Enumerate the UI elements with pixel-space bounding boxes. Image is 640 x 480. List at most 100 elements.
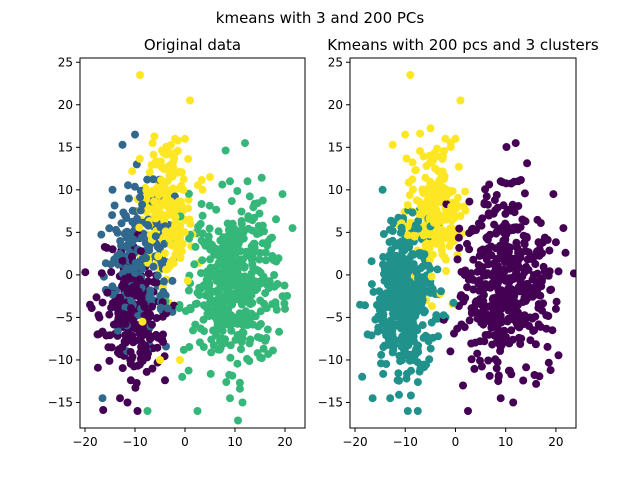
scatter-point (413, 378, 422, 387)
scatter-point (373, 301, 381, 309)
scatter-point (177, 168, 186, 177)
scatter-point (215, 345, 224, 354)
scatter-point (502, 143, 511, 151)
scatter-point (403, 222, 412, 231)
scatter-point (263, 325, 272, 334)
scatter-point (259, 272, 268, 281)
scatter-point (497, 253, 506, 262)
scatter-point (214, 227, 223, 236)
scatter-point (159, 182, 168, 191)
x-tick-label: 20 (277, 435, 292, 449)
scatter-point (179, 175, 188, 184)
scatter-point (525, 322, 533, 330)
scatter-point (386, 316, 395, 325)
scatter-point (546, 366, 555, 375)
scatter-point (224, 252, 233, 261)
scatter-point (222, 280, 231, 289)
scatter-point (426, 264, 435, 273)
scatter-point (129, 338, 138, 347)
scatter-point (503, 317, 512, 326)
x-tick-label: −10 (393, 435, 418, 449)
scatter-point (222, 378, 231, 387)
scatter-point (110, 201, 119, 210)
scatter-point (544, 358, 553, 367)
scatter-point (150, 132, 159, 141)
scatter-point (86, 300, 94, 309)
scatter-point (439, 311, 448, 320)
scatter-point (118, 140, 127, 149)
scatter-point (387, 259, 396, 268)
scatter-point (245, 357, 254, 365)
scatter-point (426, 197, 435, 206)
scatter-point (461, 266, 470, 275)
scatter-point (191, 242, 200, 251)
scatter-point (496, 394, 505, 403)
scatter-point (209, 243, 218, 252)
scatter-point (494, 371, 503, 380)
scatter-point (406, 391, 415, 400)
scatter-point (148, 320, 156, 329)
scatter-point (183, 276, 192, 285)
scatter-point (548, 326, 557, 335)
scatter-point (115, 293, 124, 302)
scatter-point (403, 407, 412, 415)
scatter-point (103, 288, 112, 297)
scatter-point (160, 200, 169, 209)
scatter-point (238, 398, 247, 407)
y-tick-label: 0 (65, 268, 73, 282)
scatter-point (105, 356, 114, 365)
scatter-point (224, 241, 233, 250)
scatter-point (499, 201, 508, 210)
scatter-point (504, 366, 513, 375)
scatter-point (159, 277, 168, 286)
scatter-point (247, 269, 256, 278)
scatter-point (178, 240, 187, 249)
scatter-point (492, 330, 501, 338)
y-tick-label: 5 (335, 225, 343, 239)
scatter-point (480, 337, 489, 346)
scatter-point (157, 176, 166, 185)
scatter-point (161, 249, 169, 258)
scatter-point (514, 333, 523, 342)
scatter-point (411, 166, 420, 175)
scatter-point (108, 282, 117, 291)
scatter-point (215, 252, 224, 260)
scatter-point (104, 343, 113, 352)
scatter-point (263, 237, 272, 246)
scatter-point (453, 255, 462, 264)
scatter-point (184, 189, 193, 198)
scatter-point (427, 158, 436, 167)
scatter-point (227, 197, 236, 206)
scatter-point (403, 231, 412, 240)
scatter-point (99, 406, 108, 414)
scatter-point (540, 233, 549, 242)
scatter-point (219, 235, 228, 244)
scatter-point (167, 160, 176, 169)
scatter-point (153, 343, 162, 352)
scatter-point (425, 214, 434, 223)
scatter-point (145, 333, 154, 342)
scatter-point (408, 185, 417, 194)
scatter-point (233, 319, 242, 328)
scatter-point (551, 304, 560, 313)
scatter-point (487, 323, 496, 332)
scatter-point (98, 394, 107, 403)
scatter-point (163, 304, 172, 313)
scatter-point (137, 233, 146, 242)
scatter-point (129, 283, 138, 291)
x-tick-label: −20 (342, 435, 367, 449)
scatter-point (526, 283, 535, 292)
scatter-point (142, 367, 151, 376)
scatter-point (384, 253, 393, 262)
scatter-point (136, 247, 145, 256)
y-tick-label: 25 (58, 55, 73, 69)
scatter-point (108, 211, 117, 220)
scatter-point (246, 298, 255, 307)
scatter-point (105, 310, 114, 319)
scatter-point (243, 287, 252, 296)
scatter-point (534, 300, 543, 309)
scatter-point (186, 96, 194, 105)
scatter-point (171, 134, 179, 143)
scatter-point (506, 274, 515, 283)
scatter-point (138, 317, 147, 326)
